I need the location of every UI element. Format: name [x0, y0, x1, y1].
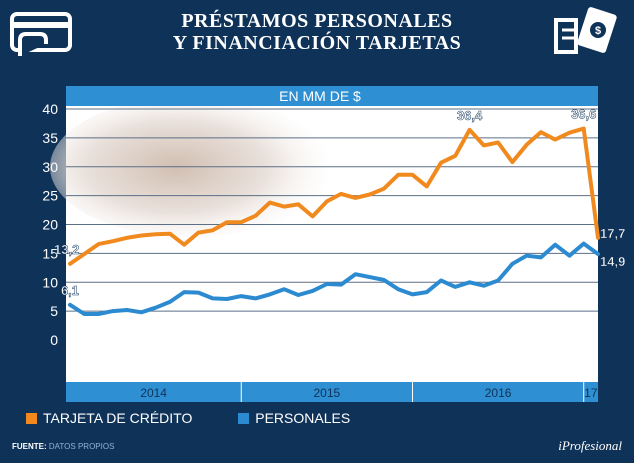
money-wallet-icon: $ [554, 7, 617, 54]
x-tick-label: J [324, 365, 330, 379]
chart-title: EN MM DE $ [279, 88, 361, 104]
year-label: 2014 [140, 386, 167, 400]
legend-item-personal: PERSONALES [238, 410, 350, 426]
title-line-2: Y FINANCIACIÓN TARJETAS [172, 32, 462, 54]
page-title: PRÉSTAMOS PERSONALES Y FINANCIACIÓN TARJ… [150, 10, 484, 54]
data-label: 17,7 [600, 226, 625, 241]
source-note: FUENTE: DATOS PROPIOS [12, 442, 114, 451]
data-label: 13,2 [54, 242, 79, 257]
x-tick-label: S [523, 365, 531, 379]
y-tick-label: 20 [42, 217, 58, 233]
y-tick-label: 15 [42, 245, 58, 261]
source-label: FUENTE: [12, 442, 47, 451]
year-label: 2015 [314, 386, 341, 400]
x-tick-label: J [495, 365, 501, 379]
year-label: 2016 [485, 386, 512, 400]
legend-swatch-personal [238, 412, 250, 424]
x-axis: E M M J S N E M M J S N E M M J S N E 2014 2015 2016 17 [66, 365, 598, 402]
x-tick-label: E [580, 365, 588, 379]
x-tick-label: J [153, 365, 159, 379]
x-tick-label: S [180, 365, 188, 379]
year-label: 17 [584, 386, 598, 400]
legend: TARJETA DE CRÉDITO PERSONALES [26, 410, 392, 427]
grid-lines [66, 108, 598, 312]
data-label: 14,9 [600, 254, 625, 269]
y-tick-label: 30 [42, 159, 58, 175]
y-tick-label: 5 [50, 303, 58, 319]
chart-title-bar [66, 86, 598, 106]
series-lines [68, 126, 600, 316]
data-label: 6,1 [61, 283, 79, 298]
y-tick-label: 0 [50, 332, 58, 348]
brand-logo: iProfesional [558, 438, 622, 453]
x-tick-label: E [237, 365, 245, 379]
data-label: 36,6 [571, 107, 596, 122]
x-tick-label: M [465, 365, 475, 379]
x-tick-label: N [380, 365, 389, 379]
x-tick-label: M [265, 365, 275, 379]
x-tick-label: M [94, 365, 104, 379]
legend-label-personal: PERSONALES [255, 410, 351, 426]
x-tick-label: N [208, 365, 217, 379]
series-line-1 [68, 241, 600, 316]
y-tick-label: 25 [42, 188, 58, 204]
legend-item-card: TARJETA DE CRÉDITO [26, 410, 192, 426]
y-tick-label: 40 [42, 101, 58, 117]
title-line-1: PRÉSTAMOS PERSONALES [181, 10, 453, 32]
line-chart: EN MM DE $ 0 5 10 15 20 25 30 35 40 13,2 36,4 36,6… [42, 86, 626, 402]
credit-card-hand-icon [10, 12, 72, 56]
x-tick-label: E [66, 365, 74, 379]
year-band [66, 382, 598, 402]
svg-text:$: $ [595, 25, 601, 37]
x-tick-label: M [293, 365, 303, 379]
x-tick-label: M [122, 365, 132, 379]
legend-swatch-card [26, 412, 37, 424]
series-line-0 [68, 126, 600, 266]
data-labels: 13,2 36,4 36,6 17,7 6,1 14,9 [54, 106, 626, 298]
data-label: 36,4 [457, 108, 483, 123]
x-tick-label: S [351, 365, 359, 379]
x-tick-label: M [436, 365, 446, 379]
y-tick-label: 35 [42, 130, 58, 146]
x-tick-label: N [551, 365, 560, 379]
x-tick-label: E [408, 365, 416, 379]
legend-label-card: TARJETA DE CRÉDITO [43, 410, 193, 426]
y-tick-label: 10 [42, 274, 58, 290]
y-axis-ticks: 0 5 10 15 20 25 30 35 40 [42, 101, 58, 348]
source-value: DATOS PROPIOS [48, 442, 115, 451]
